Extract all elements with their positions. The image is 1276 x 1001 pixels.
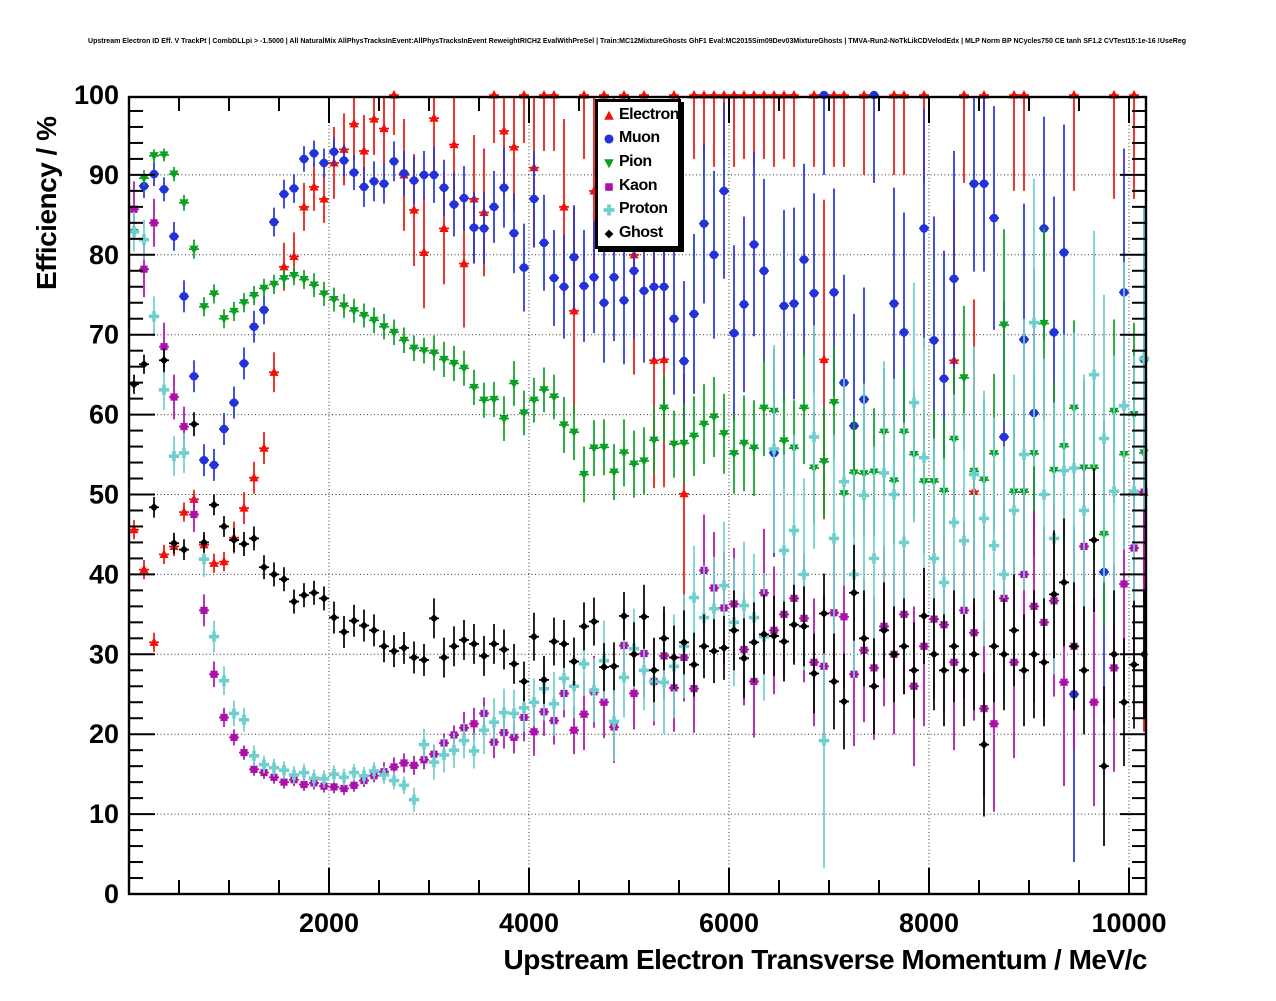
legend-label: Pion xyxy=(619,153,652,171)
x-tick-label: 4000 xyxy=(499,908,559,938)
square-icon xyxy=(605,183,613,191)
diamond-icon xyxy=(604,229,614,239)
legend-item-kaon: Kaon xyxy=(601,174,678,197)
legend-item-ghost: Ghost xyxy=(601,222,678,245)
legend-item-proton: Proton xyxy=(601,198,678,221)
legend-label: Muon xyxy=(619,129,660,147)
data-series xyxy=(128,90,1150,869)
legend-label: Electron xyxy=(619,105,680,123)
y-tick-label: 0 xyxy=(104,879,119,909)
legend-label: Ghost xyxy=(619,224,663,242)
y-tick-label: 80 xyxy=(89,240,119,270)
axes-frame xyxy=(127,95,1148,896)
y-tick-label: 100 xyxy=(74,80,119,110)
series-ghost xyxy=(129,348,1149,847)
triangle-up-icon xyxy=(604,110,614,120)
x-tick-label: 10000 xyxy=(1091,908,1166,938)
x-tick-label: 6000 xyxy=(699,908,759,938)
y-tick-label: 90 xyxy=(89,160,119,190)
legend-item-muon: Muon xyxy=(601,127,678,150)
legend-item-electron: Electron xyxy=(601,103,680,126)
legend-item-pion: Pion xyxy=(601,151,678,174)
y-tick-label: 10 xyxy=(89,799,119,829)
legend-label: Kaon xyxy=(619,176,658,194)
circle-icon xyxy=(604,134,614,144)
plot-title: Upstream Electron ID Eff. V TrackPt | Co… xyxy=(88,36,1186,45)
legend-label: Proton xyxy=(619,200,668,218)
x-axis-title: Upstream Electron Transverse Momentum / … xyxy=(504,944,1148,975)
triangle-down-icon xyxy=(604,159,614,169)
series-proton xyxy=(128,178,1150,869)
plus-icon xyxy=(603,204,615,216)
y-tick-label: 20 xyxy=(89,719,119,749)
y-tick-label: 40 xyxy=(89,559,119,589)
tick-labels: 0 10 20 30 40 50 60 70 80 90 100 2000 4000 6000 8000 10… xyxy=(74,80,1167,938)
y-tick-label: 30 xyxy=(89,639,119,669)
x-tick-label: 8000 xyxy=(899,908,959,938)
x-tick-label: 2000 xyxy=(299,908,359,938)
y-tick-label: 70 xyxy=(89,320,119,350)
y-tick-label: 60 xyxy=(89,400,119,430)
legend: Electron Muon Pion Kaon Proton Ghost xyxy=(595,99,681,249)
y-axis-title: Efficiency / % xyxy=(31,116,62,290)
y-tick-label: 50 xyxy=(89,480,119,510)
